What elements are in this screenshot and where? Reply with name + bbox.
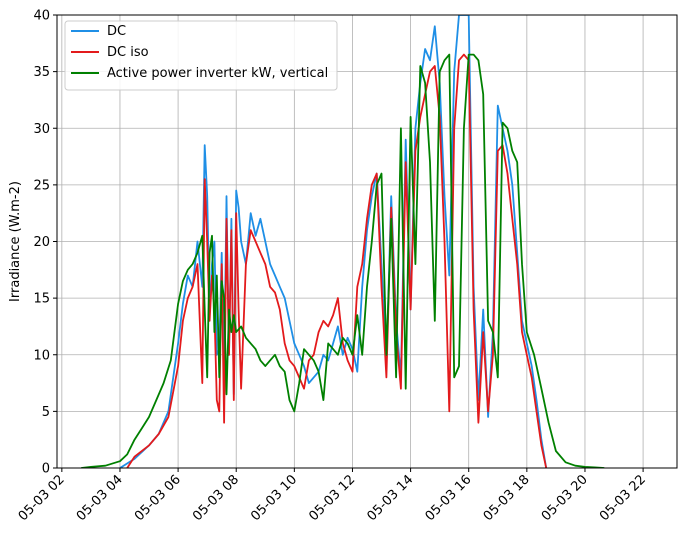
series-layer <box>81 15 605 468</box>
x-tick-label: 05-03 14 <box>364 472 416 524</box>
legend-box <box>64 20 338 91</box>
legend-items: DC DC iso Active power inverter kW, vertic… <box>71 24 328 81</box>
x-tick-label: 05-03 02 <box>16 472 68 524</box>
y-tick-label: 40 <box>33 9 50 24</box>
y-tick-label: 30 <box>33 122 50 137</box>
x-tick-label: 05-03 22 <box>597 472 649 524</box>
y-tick-label: 5 <box>42 405 50 420</box>
x-tick-label: 05-03 10 <box>248 472 300 524</box>
y-tick-label: 0 <box>42 462 50 477</box>
x-tick-label: 05-03 04 <box>74 472 126 524</box>
y-tick-label: 25 <box>33 178 50 193</box>
series-line-3 <box>81 53 605 468</box>
legend-label-1: DC <box>107 24 126 39</box>
x-tick-label: 05-03 08 <box>190 472 242 524</box>
legend-label-2: DC iso <box>107 45 149 60</box>
x-tick-label: 05-03 12 <box>306 472 358 524</box>
legend: DC DC iso Active power inverter kW, vertic… <box>64 20 338 91</box>
y-tick-label: 35 <box>33 65 50 80</box>
x-tick-label: 05-03 16 <box>423 472 475 524</box>
y-tick-label: 10 <box>33 348 50 363</box>
legend-label-3: Active power inverter kW, vertical <box>107 66 328 81</box>
x-tick-label: 05-03 06 <box>132 472 184 524</box>
y-axis-label: Irradiance (W.m-2) <box>8 181 23 302</box>
y-tick-label: 20 <box>33 235 50 250</box>
y-tick-label: 15 <box>33 292 50 307</box>
x-tick-label: 05-03 20 <box>539 472 591 524</box>
x-tick-label: 05-03 18 <box>481 472 533 524</box>
